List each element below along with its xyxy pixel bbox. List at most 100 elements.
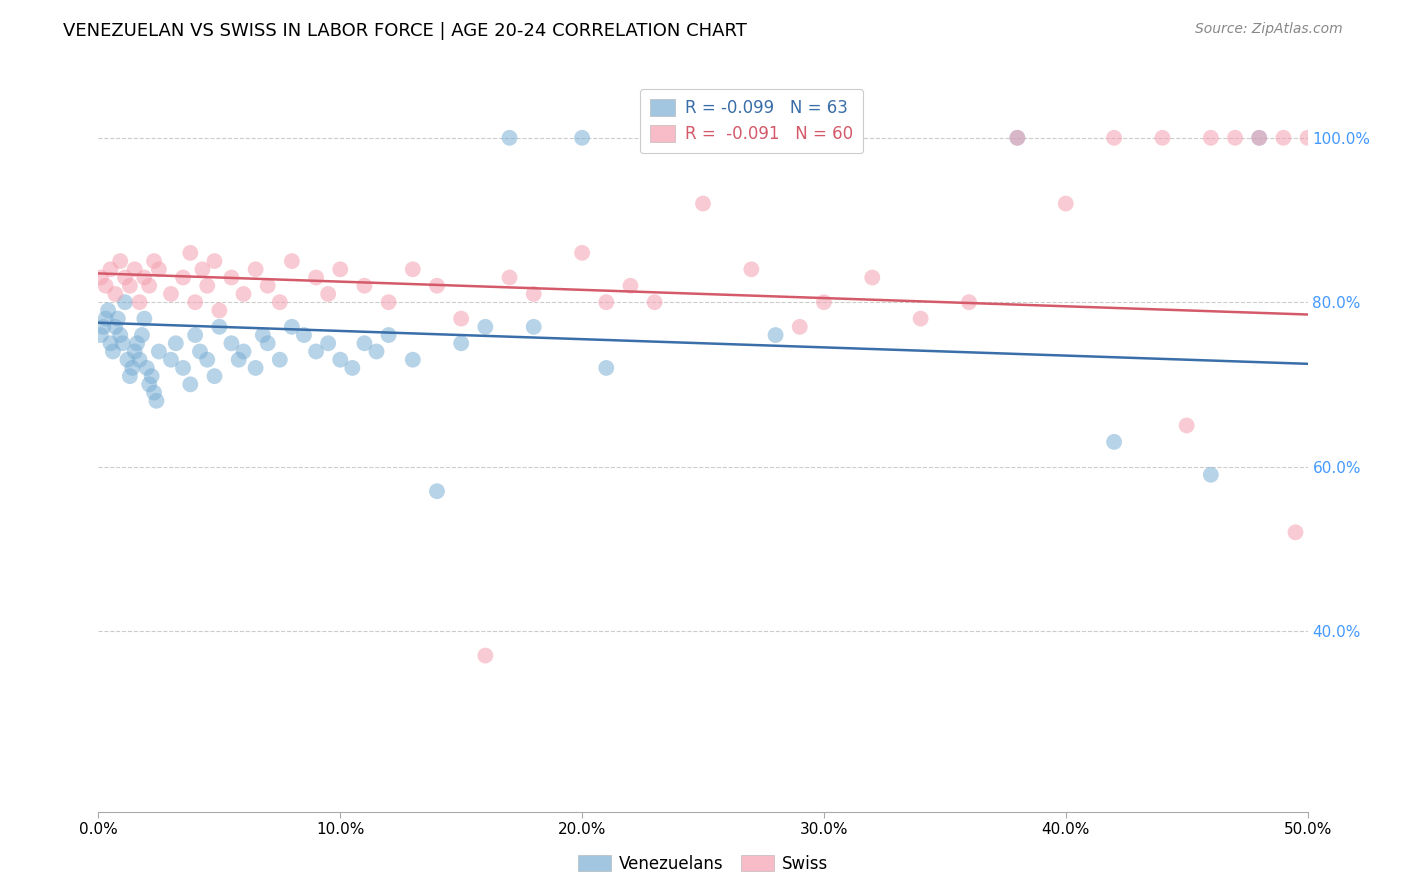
Point xyxy=(184,295,207,310)
Point xyxy=(813,295,835,310)
Point xyxy=(789,319,811,334)
Point xyxy=(134,311,156,326)
Point xyxy=(1007,130,1029,145)
Point xyxy=(765,328,787,343)
Point xyxy=(256,278,278,293)
Point xyxy=(523,319,546,334)
Point xyxy=(100,262,122,277)
Point xyxy=(281,319,304,334)
Point xyxy=(114,270,136,285)
Point xyxy=(269,295,291,310)
Point xyxy=(143,254,166,268)
Point xyxy=(450,311,472,326)
Point xyxy=(128,295,150,310)
Point xyxy=(208,303,231,318)
Point xyxy=(292,328,315,343)
Point xyxy=(1272,130,1295,145)
Point xyxy=(1007,130,1029,145)
Point xyxy=(228,352,250,367)
Point xyxy=(172,360,194,375)
Point xyxy=(377,295,399,310)
Point xyxy=(179,245,201,260)
Point xyxy=(184,328,207,343)
Point xyxy=(204,369,226,384)
Point xyxy=(256,336,278,351)
Point xyxy=(117,352,139,367)
Point xyxy=(135,360,157,375)
Point xyxy=(571,130,593,145)
Point xyxy=(426,278,449,293)
Point xyxy=(619,278,641,293)
Point xyxy=(692,196,714,211)
Point xyxy=(1223,130,1246,145)
Point xyxy=(195,352,218,367)
Point xyxy=(104,319,127,334)
Point xyxy=(108,254,131,268)
Point xyxy=(128,352,150,367)
Point xyxy=(90,270,112,285)
Legend: R = -0.099   N = 63, R =  -0.091   N = 60: R = -0.099 N = 63, R = -0.091 N = 60 xyxy=(640,88,863,153)
Point xyxy=(97,303,120,318)
Point xyxy=(1296,130,1319,145)
Point xyxy=(191,262,214,277)
Point xyxy=(1249,130,1271,145)
Point xyxy=(111,336,134,351)
Point xyxy=(127,336,149,351)
Point xyxy=(342,360,364,375)
Point xyxy=(90,328,112,343)
Point xyxy=(1249,130,1271,145)
Point xyxy=(957,295,980,310)
Point xyxy=(179,377,201,392)
Point xyxy=(118,278,141,293)
Point xyxy=(316,336,339,351)
Point xyxy=(221,270,243,285)
Point xyxy=(91,319,114,334)
Point xyxy=(740,262,762,277)
Point xyxy=(204,254,226,268)
Point xyxy=(118,369,141,384)
Point xyxy=(1054,196,1077,211)
Point xyxy=(474,648,496,663)
Point xyxy=(402,352,425,367)
Point xyxy=(474,319,496,334)
Point xyxy=(498,270,520,285)
Point xyxy=(114,295,136,310)
Point xyxy=(124,262,146,277)
Point xyxy=(94,311,117,326)
Point xyxy=(104,287,127,301)
Point xyxy=(595,360,617,375)
Point xyxy=(124,344,146,359)
Point xyxy=(94,278,117,293)
Point xyxy=(910,311,932,326)
Legend: Venezuelans, Swiss: Venezuelans, Swiss xyxy=(571,848,835,880)
Point xyxy=(145,393,167,408)
Point xyxy=(305,344,328,359)
Point xyxy=(141,369,163,384)
Point xyxy=(148,344,170,359)
Point xyxy=(160,352,183,367)
Point xyxy=(316,287,339,301)
Point xyxy=(100,336,122,351)
Point xyxy=(523,287,546,301)
Point xyxy=(402,262,425,277)
Point xyxy=(450,336,472,351)
Point xyxy=(353,278,375,293)
Point xyxy=(138,278,160,293)
Point xyxy=(329,352,352,367)
Point xyxy=(108,328,131,343)
Point xyxy=(221,336,243,351)
Point xyxy=(138,377,160,392)
Point xyxy=(377,328,399,343)
Point xyxy=(131,328,153,343)
Point xyxy=(172,270,194,285)
Point xyxy=(860,270,883,285)
Point xyxy=(1199,467,1222,482)
Point xyxy=(498,130,520,145)
Point xyxy=(366,344,388,359)
Point xyxy=(107,311,129,326)
Point xyxy=(208,319,231,334)
Point xyxy=(1199,130,1222,145)
Point xyxy=(1284,525,1306,540)
Point xyxy=(101,344,124,359)
Point xyxy=(329,262,352,277)
